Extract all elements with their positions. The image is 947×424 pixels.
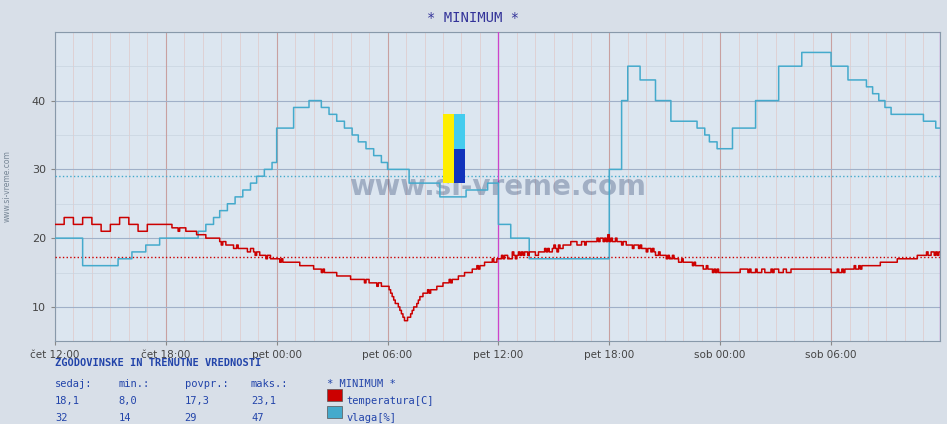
Bar [443, 114, 454, 183]
Text: sedaj:: sedaj: [55, 379, 93, 390]
Text: 47: 47 [251, 413, 263, 424]
Bar [454, 149, 465, 183]
Text: 8,0: 8,0 [118, 396, 137, 407]
Text: vlaga[%]: vlaga[%] [347, 413, 397, 424]
Text: 18,1: 18,1 [55, 396, 80, 407]
Text: 23,1: 23,1 [251, 396, 276, 407]
Text: temperatura[C]: temperatura[C] [347, 396, 434, 407]
Text: 32: 32 [55, 413, 67, 424]
Text: 29: 29 [185, 413, 197, 424]
Text: maks.:: maks.: [251, 379, 289, 390]
Text: www.si-vreme.com: www.si-vreme.com [3, 151, 12, 223]
Bar [454, 114, 465, 149]
Text: 17,3: 17,3 [185, 396, 209, 407]
Text: * MINIMUM *: * MINIMUM * [427, 11, 520, 25]
Text: www.si-vreme.com: www.si-vreme.com [349, 173, 646, 201]
Text: min.:: min.: [118, 379, 150, 390]
Text: * MINIMUM *: * MINIMUM * [327, 379, 396, 390]
Text: 14: 14 [118, 413, 131, 424]
Text: ZGODOVINSKE IN TRENUTNE VREDNOSTI: ZGODOVINSKE IN TRENUTNE VREDNOSTI [55, 358, 261, 368]
Text: povpr.:: povpr.: [185, 379, 228, 390]
